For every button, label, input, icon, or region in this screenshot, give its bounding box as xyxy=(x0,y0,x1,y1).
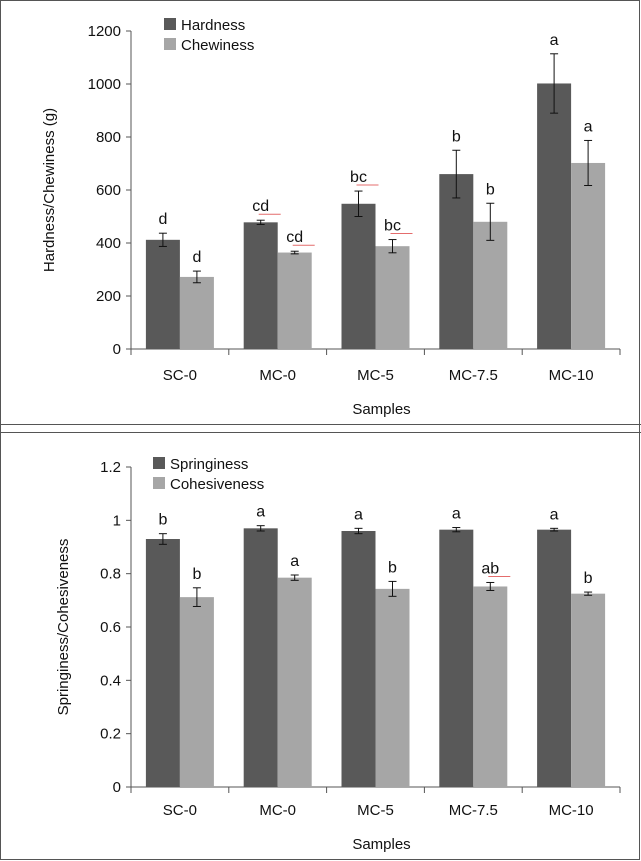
p2-y-tick-label: 0 xyxy=(113,779,121,796)
p2-bar-s1 xyxy=(145,539,180,787)
p2-bar-s1 xyxy=(439,529,474,787)
p2-x-tick-label: MC-5 xyxy=(357,802,394,819)
p1-significance-letter: b xyxy=(452,128,461,145)
p2-bar-s2 xyxy=(571,593,606,787)
p2-x-tick-label: SC-0 xyxy=(163,802,197,819)
p1-legend-swatch xyxy=(164,18,176,30)
p2-significance-letter: b xyxy=(584,570,593,587)
p2-y-tick-label: 1.2 xyxy=(100,459,121,476)
p2-x-tick-label: MC-0 xyxy=(259,802,296,819)
p1-bar-s2 xyxy=(473,221,508,349)
p1-bar-s2 xyxy=(277,252,312,349)
p1-y-tick-label: 200 xyxy=(96,288,121,305)
p1-y-axis-title: Hardness/Chewiness (g) xyxy=(41,108,58,272)
p1-bar-s1 xyxy=(439,174,474,349)
p2-legend-swatch xyxy=(153,457,165,469)
p1-significance-letter: bc xyxy=(384,218,401,235)
p1-y-tick-label: 0 xyxy=(113,341,121,358)
p2-y-tick-label: 0.8 xyxy=(100,566,121,583)
p2-bar-s2 xyxy=(179,597,214,787)
p2-bar-s2 xyxy=(277,577,312,787)
p2-y-axis-title: Springiness/Cohesiveness xyxy=(55,539,72,716)
p2-significance-letter: a xyxy=(550,506,559,523)
p2-bar-s1 xyxy=(341,531,376,787)
p1-y-tick-label: 1200 xyxy=(88,23,121,40)
p2-significance-letter: a xyxy=(256,504,265,521)
p2-legend-swatch xyxy=(153,477,165,489)
p1-significance-letter: b xyxy=(486,181,495,198)
p2-y-tick-label: 1 xyxy=(113,512,121,529)
p1-significance-letter: a xyxy=(550,32,559,49)
p1-legend-swatch xyxy=(164,38,176,50)
p2-bar-s2 xyxy=(473,586,508,787)
p2-significance-letter: b xyxy=(192,566,201,583)
p2-significance-letter: b xyxy=(388,559,397,576)
p1-y-tick-label: 600 xyxy=(96,182,121,199)
p1-x-axis-title: Samples xyxy=(352,401,410,418)
p1-significance-letter: d xyxy=(192,249,201,266)
p2-x-tick-label: MC-7.5 xyxy=(449,802,498,819)
p1-significance-letter: d xyxy=(158,211,167,228)
p1-y-tick-label: 1000 xyxy=(88,76,121,93)
p2-bar-s1 xyxy=(537,529,572,787)
p1-legend-label: Hardness xyxy=(181,17,245,34)
p2-x-tick-label: MC-10 xyxy=(549,802,594,819)
p2-bar-s1 xyxy=(243,528,278,787)
p1-bar-s2 xyxy=(179,276,214,349)
p2-significance-letter: b xyxy=(158,512,167,529)
p1-significance-letter: cd xyxy=(252,198,269,215)
p2-significance-letter: a xyxy=(354,506,363,523)
p1-bar-s1 xyxy=(243,222,278,349)
p1-x-tick-label: MC-10 xyxy=(549,367,594,384)
p1-x-tick-label: MC-5 xyxy=(357,367,394,384)
p2-legend-label: Springiness xyxy=(170,456,248,473)
p2-y-tick-label: 0.4 xyxy=(100,672,121,689)
p1-y-tick-label: 800 xyxy=(96,129,121,146)
p1-significance-letter: cd xyxy=(286,229,303,246)
p2-y-tick-label: 0.6 xyxy=(100,619,121,636)
p2-bar-s2 xyxy=(375,588,410,787)
p2-significance-letter: a xyxy=(290,553,299,570)
p1-bar-s1 xyxy=(341,203,376,349)
p1-x-tick-label: MC-7.5 xyxy=(449,367,498,384)
p1-bar-s2 xyxy=(375,246,410,349)
p2-x-axis-title: Samples xyxy=(352,836,410,853)
p1-significance-letter: a xyxy=(584,118,593,135)
p1-bar-s1 xyxy=(537,83,572,349)
p1-significance-letter: bc xyxy=(350,169,367,186)
p2-significance-letter: ab xyxy=(481,560,499,577)
p2-significance-letter: a xyxy=(452,506,461,523)
p2-legend-label: Cohesiveness xyxy=(170,476,264,493)
p1-bar-s1 xyxy=(145,239,180,349)
p1-x-tick-label: MC-0 xyxy=(259,367,296,384)
p2-y-tick-label: 0.2 xyxy=(100,726,121,743)
p1-y-tick-label: 400 xyxy=(96,235,121,252)
p1-x-tick-label: SC-0 xyxy=(163,367,197,384)
p1-bar-s2 xyxy=(571,162,606,349)
p1-legend-label: Chewiness xyxy=(181,37,254,54)
